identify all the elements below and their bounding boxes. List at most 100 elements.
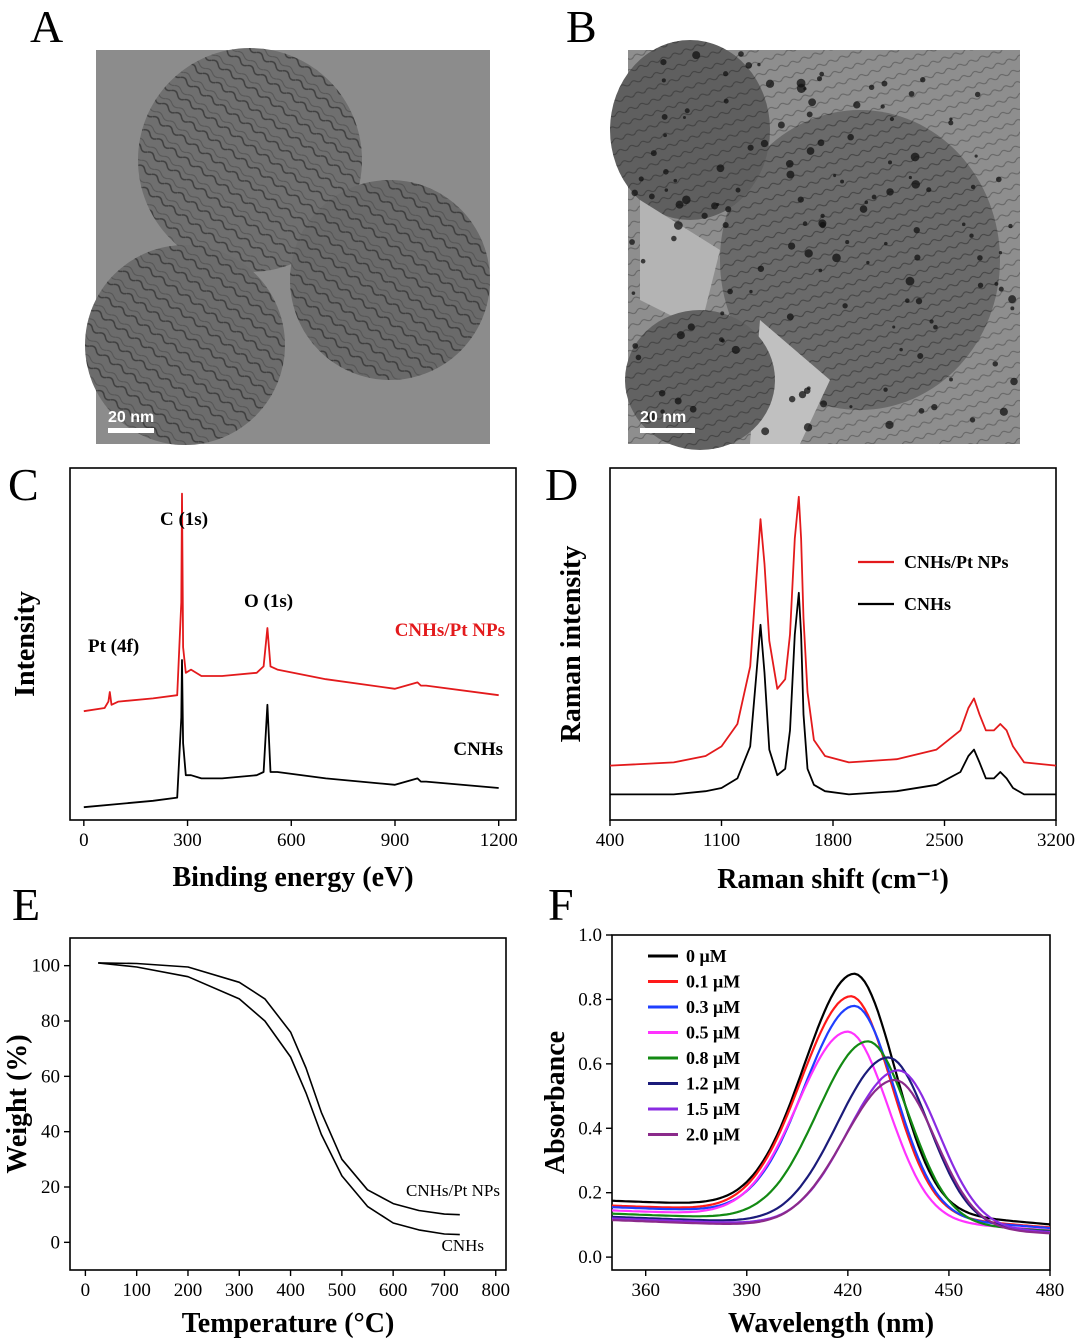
pt-nanoparticle	[871, 194, 877, 200]
pt-nanoparticle	[1010, 306, 1015, 311]
pt-nanoparticle	[806, 386, 811, 390]
x-tick-label: 500	[328, 1280, 357, 1301]
pt-nanoparticle	[998, 250, 1003, 255]
pt-nanoparticle	[671, 235, 677, 242]
legend-label: 0.8 μM	[686, 1048, 740, 1068]
series-label-cnhs-pt: CNHs/Pt NPs	[395, 620, 505, 641]
legend-label: 1.5 μM	[686, 1099, 740, 1119]
pt-nanoparticle	[629, 239, 635, 245]
pt-nanoparticle	[918, 408, 925, 414]
pt-nanoparticle	[727, 288, 733, 295]
y-tick-label: 20	[41, 1177, 60, 1198]
pt-nanoparticle	[845, 240, 850, 245]
panel-label-a: A	[30, 1, 63, 52]
chart-d: 400 1100 1800 2500 3200 Raman shift (cm⁻¹) Ram…	[556, 467, 1075, 895]
pt-nanoparticle	[889, 116, 895, 122]
pt-nanoparticle	[777, 121, 785, 129]
pt-nanoparticle	[785, 159, 794, 168]
panel-label-e: E	[12, 879, 40, 930]
pt-nanoparticle	[887, 160, 893, 165]
pt-nanoparticle	[786, 170, 795, 179]
panel-label-d: D	[545, 459, 578, 510]
pt-nanoparticle	[804, 249, 813, 258]
plot-frame	[69, 937, 507, 1271]
x-tick-label: 800	[481, 1280, 510, 1301]
series-line-cnhs-pt	[83, 492, 499, 713]
annotation-o1s: O (1s)	[244, 591, 293, 612]
pt-nanoparticle	[684, 108, 690, 114]
pt-nanoparticle	[716, 202, 720, 207]
pt-nanoparticle	[796, 78, 806, 88]
panel-label-c: C	[8, 459, 39, 510]
pt-nanoparticle	[920, 77, 926, 83]
pt-nanoparticle	[931, 403, 938, 411]
series-line-3	[611, 1030, 1051, 1232]
series-line-7	[611, 1078, 1051, 1235]
x-tick-label: 390	[733, 1280, 762, 1301]
pt-nanoparticle	[797, 196, 804, 203]
tem-image-b: 20 nm	[610, 40, 1020, 450]
pt-nanoparticle	[757, 265, 765, 272]
series-label-cnhs-pt: CNHs/Pt NPs	[406, 1181, 500, 1200]
pt-nanoparticle	[798, 390, 807, 399]
pt-nanoparticle	[884, 241, 888, 246]
x-axis-title: Raman shift (cm⁻¹)	[717, 864, 949, 895]
series-line-0	[611, 972, 1051, 1226]
pt-nanoparticle	[631, 291, 636, 295]
pt-nanoparticle	[806, 147, 815, 155]
x-tick-label: 400	[276, 1280, 305, 1301]
series-line-cnhs-pt	[98, 962, 460, 1216]
pt-nanoparticle	[786, 313, 794, 321]
pt-nanoparticle	[881, 80, 888, 87]
pt-nanoparticle	[994, 281, 999, 286]
x-tick-label: 1800	[814, 830, 852, 851]
x-tick-label: 0	[81, 1280, 91, 1301]
pt-nanoparticle	[745, 62, 753, 69]
pt-nanoparticle	[913, 226, 920, 234]
pt-nanoparticle	[788, 242, 796, 250]
y-tick-label: 0.0	[578, 1247, 602, 1268]
pt-nanoparticle	[760, 139, 769, 148]
pt-nanoparticle	[658, 389, 666, 397]
pt-nanoparticle	[808, 98, 817, 107]
pt-nanoparticle	[992, 361, 998, 367]
pt-nanoparticle	[819, 221, 826, 229]
pt-nanoparticle	[914, 254, 921, 261]
y-tick-label: 80	[41, 1011, 60, 1032]
pt-nanoparticle	[725, 206, 732, 213]
pt-nanoparticle	[674, 397, 682, 405]
y-tick-label: 40	[41, 1122, 60, 1143]
pt-nanoparticle	[660, 409, 665, 414]
legend-label: 0.1 μM	[686, 972, 740, 992]
tem-image-a: 20 nm	[85, 48, 490, 445]
pt-nanoparticle	[905, 298, 910, 304]
pt-nanoparticle	[1008, 295, 1017, 304]
pt-nanoparticle	[738, 51, 744, 57]
x-tick-label: 200	[174, 1280, 203, 1301]
series-line-1	[611, 995, 1051, 1229]
legend-label: CNHs/Pt NPs	[904, 552, 1009, 572]
pt-nanoparticle	[995, 176, 1002, 183]
series-line-4	[611, 1040, 1051, 1232]
pt-nanoparticle	[674, 221, 683, 230]
pt-nanoparticle	[908, 90, 915, 97]
legend-label: 0.3 μM	[686, 997, 740, 1017]
pt-nanoparticle	[720, 311, 725, 316]
pt-nanoparticle	[757, 62, 761, 67]
pt-nanoparticle	[915, 297, 923, 305]
pt-nanoparticle	[933, 324, 938, 330]
legend-label: 2.0 μM	[686, 1125, 740, 1145]
x-tick-label: 360	[631, 1280, 660, 1301]
pt-nanoparticle	[723, 98, 729, 104]
pt-nanoparticle	[676, 331, 685, 340]
pt-nanoparticle	[885, 420, 894, 430]
y-tick-label: 100	[32, 956, 61, 977]
chart-e: 0 100 200 300 400 500 600 700 800 0 20 40 60 80 100 Tem…	[2, 937, 510, 1339]
pt-nanoparticle	[969, 417, 976, 423]
pt-nanoparticle	[840, 179, 845, 184]
legend-label: CNHs	[904, 594, 951, 614]
pt-nanoparticle	[635, 354, 642, 361]
pt-nanoparticle	[999, 407, 1008, 416]
y-axis-title: Intensity	[10, 591, 41, 697]
pt-nanoparticle	[663, 133, 667, 138]
